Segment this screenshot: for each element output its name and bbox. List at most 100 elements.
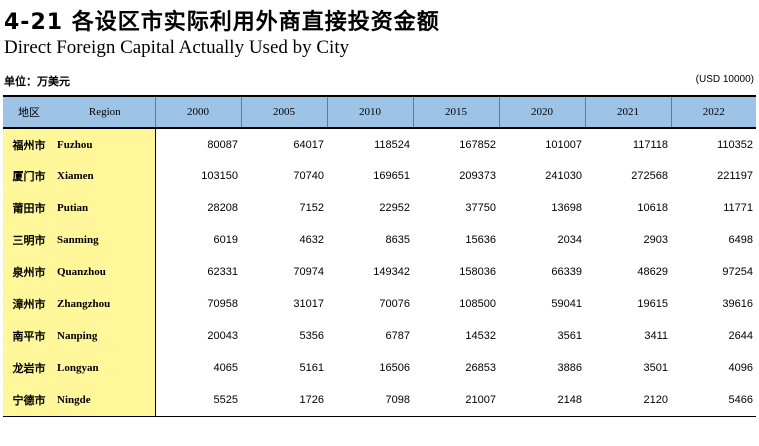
value-cell: 14532 (465, 330, 496, 342)
value-cell: 59041 (551, 298, 582, 310)
value-cell: 7152 (299, 202, 324, 214)
region-name-en: Ningde (55, 384, 156, 417)
value-cell: 31017 (293, 298, 324, 310)
value-cell: 110352 (717, 138, 753, 151)
value-cell: 5525 (155, 384, 241, 417)
value-cell: 4632 (299, 234, 324, 246)
value-cell: 20043 (207, 330, 238, 342)
table-body: 福州市 Fuzhou 80087 64017 118524 167852 101007 117… (3, 128, 756, 417)
value-cell: 5161 (299, 362, 324, 374)
value-cell: 21007 (413, 384, 499, 417)
value-cell: 118524 (374, 138, 410, 151)
value-cell: 15636 (465, 234, 496, 246)
value-cell: 26853 (465, 362, 496, 374)
unit-label-chinese: 单位：万美元 (4, 75, 70, 88)
value-cell: 3886 (557, 362, 582, 374)
header-year: 2010 (326, 95, 413, 129)
value-cell: 70076 (379, 298, 410, 310)
value-cell: 37750 (465, 202, 496, 214)
header-region-en: Region (55, 95, 155, 129)
value-cell: 22952 (379, 202, 410, 214)
header-year: 2005 (240, 95, 327, 129)
value-cell: 5356 (299, 330, 324, 342)
value-cell: 1726 (241, 384, 327, 417)
value-cell: 4096 (728, 362, 753, 374)
table-row: 宁德市 Ningde 5525 1726 7098 21007 2148 2120 5466 (3, 384, 756, 417)
header-year: 2015 (412, 95, 499, 129)
header-year: 2021 (584, 95, 671, 129)
value-cell: 19615 (637, 298, 668, 310)
region-name-cn: 龙岩市 (3, 352, 55, 384)
region-name-cn: 南平市 (3, 320, 55, 352)
region-name-cn: 泉州市 (3, 256, 55, 288)
value-cell: 80087 (207, 138, 238, 151)
region-name-cn: 福州市 (3, 128, 55, 160)
table-row: 福州市 Fuzhou 80087 64017 118524 167852 101007 117… (3, 128, 756, 160)
value-cell: 6498 (728, 234, 753, 246)
value-cell: 5466 (671, 384, 756, 417)
value-cell: 117118 (632, 138, 668, 151)
value-cell: 4065 (213, 362, 238, 374)
region-name-cn: 厦门市 (3, 160, 55, 192)
table-row: 三明市 Sanming 6019 4632 8635 15636 2034 2903 6498 (3, 224, 756, 256)
value-cell: 39616 (722, 298, 753, 310)
header-year: 2020 (498, 95, 585, 129)
value-cell: 3411 (644, 330, 668, 342)
region-name-en: Xiamen (55, 160, 156, 192)
value-cell: 6019 (213, 234, 238, 246)
value-cell: 66339 (551, 266, 582, 278)
region-name-cn: 莆田市 (3, 192, 55, 224)
region-name-en: Putian (55, 192, 156, 224)
value-cell: 272568 (631, 170, 668, 182)
value-cell: 2120 (585, 384, 671, 417)
table-header-row: 地区 Region 2000 2005 2010 2015 2020 2021 … (3, 95, 756, 129)
value-cell: 3501 (643, 362, 668, 374)
value-cell: 16506 (379, 362, 410, 374)
value-cell: 167852 (459, 138, 496, 151)
value-cell: 209373 (459, 170, 496, 182)
value-cell: 2034 (557, 234, 582, 246)
table-row: 龙岩市 Longyan 4065 5161 16506 26853 3886 3501 4096 (3, 352, 756, 384)
value-cell: 10618 (637, 202, 668, 214)
value-cell: 6787 (385, 330, 410, 342)
value-cell: 70958 (207, 298, 238, 310)
region-name-en: Quanzhou (55, 256, 156, 288)
header-year: 2022 (670, 95, 756, 129)
table-row: 泉州市 Quanzhou 62331 70974 149342 158036 66339 48… (3, 256, 756, 288)
value-cell: 2903 (643, 234, 668, 246)
value-cell: 13698 (551, 202, 582, 214)
value-cell: 3561 (557, 330, 582, 342)
value-cell: 64017 (293, 138, 324, 151)
table-row: 漳州市 Zhangzhou 70958 31017 70076 108500 59041 19… (3, 288, 756, 320)
region-name-cn: 宁德市 (3, 384, 55, 417)
value-cell: 97254 (722, 266, 753, 278)
value-cell: 2644 (728, 330, 753, 342)
region-name-en: Longyan (55, 352, 156, 384)
value-cell: 149342 (373, 266, 410, 278)
region-name-cn: 漳州市 (3, 288, 55, 320)
table-row: 南平市 Nanping 20043 5356 6787 14532 3561 3411 2644 (3, 320, 756, 352)
page-title-english: Direct Foreign Capital Actually Used by … (4, 37, 350, 58)
value-cell: 101007 (545, 138, 582, 151)
region-name-en: Zhangzhou (55, 288, 156, 320)
value-cell: 48629 (637, 266, 668, 278)
region-name-cn: 三明市 (3, 224, 55, 256)
header-region-cn: 地区 (3, 95, 55, 129)
value-cell: 7098 (327, 384, 413, 417)
value-cell: 8635 (385, 234, 410, 246)
value-cell: 103150 (201, 170, 238, 182)
value-cell: 221197 (717, 170, 753, 182)
value-cell: 70974 (293, 266, 324, 278)
value-cell: 62331 (207, 266, 238, 278)
region-name-en: Fuzhou (55, 128, 156, 160)
value-cell: 241030 (545, 170, 582, 182)
value-cell: 158036 (459, 266, 496, 278)
region-name-en: Sanming (55, 224, 156, 256)
value-cell: 108500 (459, 298, 496, 310)
value-cell: 11771 (723, 202, 753, 214)
value-cell: 28208 (207, 202, 238, 214)
unit-label-english: (USD 10000) (695, 74, 754, 85)
page-title-chinese: 4-21 各设区市实际利用外商直接投资金额 (4, 10, 440, 35)
header-year: 2000 (154, 95, 241, 129)
fdi-by-city-table: 地区 Region 2000 2005 2010 2015 2020 2021 … (3, 95, 756, 417)
